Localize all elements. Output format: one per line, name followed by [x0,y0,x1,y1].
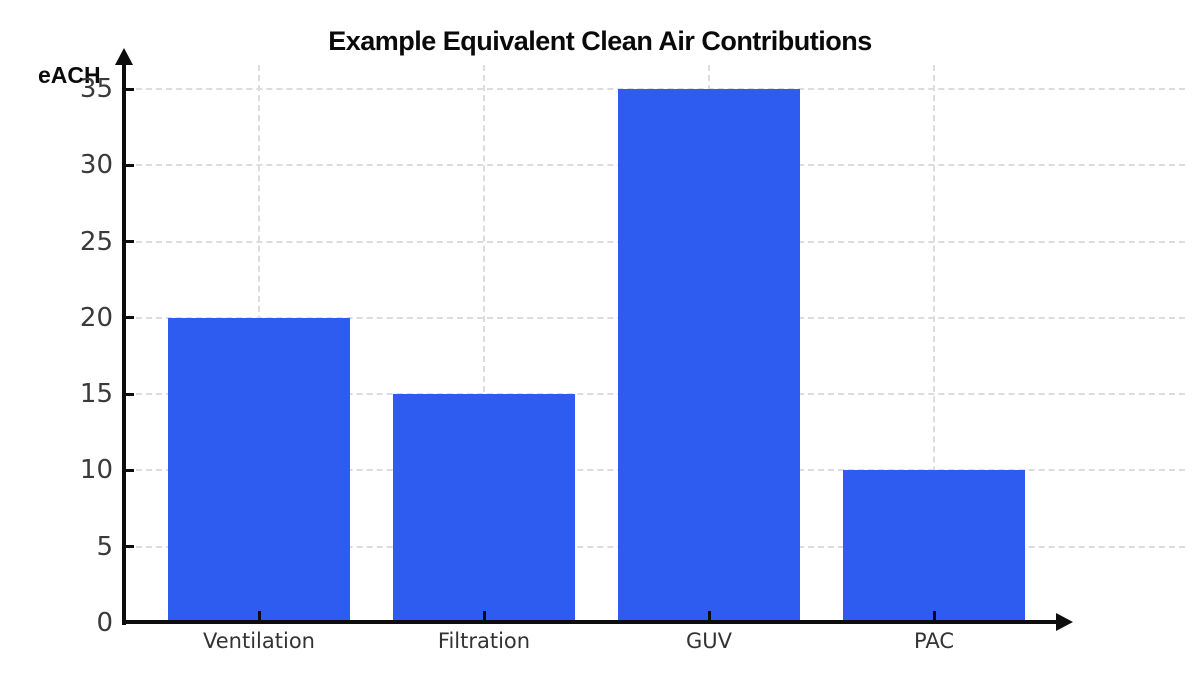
bar-filtration [393,394,575,623]
y-tick-mark [126,545,134,549]
y-tick-mark [126,392,134,396]
y-tick-label: 0 [96,608,113,638]
x-tick-label-pac: PAC [914,629,954,653]
y-axis-label: eACH [38,62,101,88]
y-tick-label: 20 [79,302,113,333]
x-tick-mark [257,611,261,620]
y-tick-label: 5 [96,531,113,562]
bar-ventilation [168,317,350,623]
bar-pac [843,470,1025,623]
grid-line-vertical [933,65,935,623]
chart-title: Example Equivalent Clean Air Contributio… [328,26,872,56]
y-tick-mark [126,240,134,244]
x-tick-mark [707,611,711,620]
y-tick-mark [126,316,134,320]
y-tick-label: 10 [79,455,113,486]
x-tick-label-guv: GUV [685,629,732,653]
y-tick-label: 30 [79,150,113,181]
y-tick-mark [126,163,134,167]
x-tick-label-filtration: Filtration [437,629,531,653]
y-axis-arrow-icon [115,48,133,65]
y-axis-line [122,60,126,625]
x-tick-mark [932,611,936,620]
y-tick-mark [126,87,134,91]
x-axis-line [122,620,1060,624]
y-tick-label: 15 [79,379,113,410]
bar-guv [618,89,800,623]
x-tick-label-ventilation: Ventilation [203,629,315,653]
y-tick-label: 25 [79,226,113,257]
y-tick-label: 35 [79,74,113,104]
y-tick-mark [126,468,134,472]
x-axis-arrow-icon [1056,613,1073,631]
x-tick-mark [482,611,486,620]
grid-line-vertical [483,65,485,623]
